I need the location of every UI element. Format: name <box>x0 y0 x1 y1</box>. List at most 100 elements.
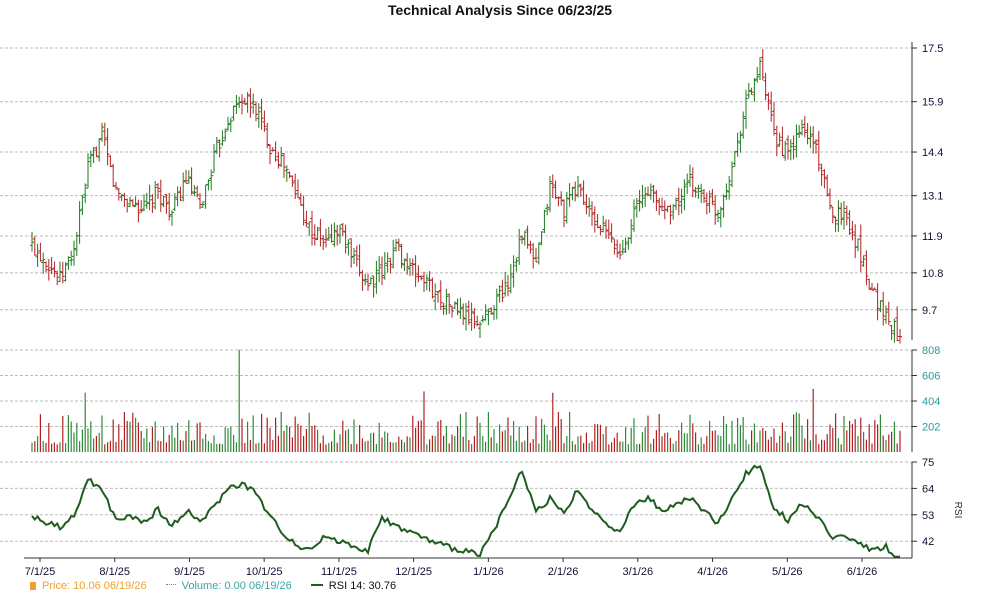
ohlc-bar <box>604 219 608 239</box>
ohlc-bar <box>581 180 586 205</box>
ohlc-bar <box>814 139 818 154</box>
ohlc-bar <box>265 122 270 149</box>
ohlc-bar <box>777 132 782 147</box>
ohlc-bar <box>279 146 284 167</box>
ohlc-bar <box>136 199 141 223</box>
ohlc-bar <box>590 201 594 226</box>
ohlc-bar <box>735 132 740 157</box>
ohlc-bar <box>144 192 149 209</box>
ohlc-bar <box>433 283 438 310</box>
ohlc-bar <box>730 161 734 188</box>
ohlc-bar <box>769 91 774 122</box>
ohlc-bar <box>520 235 524 244</box>
ohlc-bar <box>758 57 762 81</box>
legend-price-text: Price: 10.06 06/19/26 <box>42 580 147 592</box>
ohlc-bar <box>184 169 188 184</box>
ohlc-bar <box>402 258 407 271</box>
legend-rsi-text: RSI 14: 30.76 <box>328 580 397 592</box>
ohlc-bar <box>864 250 869 286</box>
ohlc-bar <box>889 324 894 341</box>
ohlc-bar <box>690 167 695 198</box>
ohlc-bar <box>430 277 435 299</box>
ohlc-bar <box>186 170 191 184</box>
ohlc-bar <box>366 273 370 291</box>
price-swatch-icon <box>30 582 36 590</box>
ohlc-bar <box>382 251 387 280</box>
ohlc-bar <box>276 151 281 169</box>
ohlc-bar <box>713 195 718 225</box>
ohlc-bar <box>410 258 415 276</box>
ohlc-bar <box>405 252 410 275</box>
ohlc-bar <box>564 191 569 224</box>
ohlc-bar <box>97 138 102 162</box>
ohlc-bar <box>492 304 496 320</box>
ohlc-bar <box>752 77 757 102</box>
x-tick-label: 7/1/25 <box>25 566 56 578</box>
ohlc-bar <box>548 175 552 213</box>
ohlc-bar <box>380 256 384 286</box>
ohlc-bar <box>828 188 832 210</box>
rsi-tick-label: 64 <box>922 483 934 495</box>
ohlc-bar <box>41 252 46 274</box>
ohlc-bar <box>612 238 617 255</box>
ohlc-bar <box>349 238 354 268</box>
ohlc-bar <box>783 140 788 161</box>
ohlc-bar <box>310 210 314 246</box>
ohlc-bar <box>679 188 684 214</box>
ohlc-bar <box>651 184 656 203</box>
ohlc-bar <box>629 219 634 244</box>
ohlc-bar <box>584 194 589 215</box>
ohlc-bar <box>58 261 62 282</box>
ohlc-bar <box>86 153 90 189</box>
ohlc-bar <box>662 200 667 220</box>
ohlc-bar <box>60 261 65 284</box>
ohlc-bar <box>55 270 60 286</box>
ohlc-bar <box>312 224 317 246</box>
legend-rsi: RSI 14: 30.76 <box>310 580 397 592</box>
ohlc-bar <box>69 250 74 266</box>
ohlc-bar <box>881 291 886 326</box>
ohlc-bar <box>592 206 597 233</box>
ohlc-bar <box>170 210 174 226</box>
ohlc-bar <box>623 237 628 254</box>
ohlc-bar <box>189 167 194 195</box>
grid-layer <box>0 47 912 542</box>
ohlc-bar <box>273 141 278 162</box>
ohlc-bar <box>539 231 544 246</box>
ohlc-bar <box>452 301 457 309</box>
ohlc-bar <box>133 196 138 207</box>
ohlc-bar <box>514 257 519 272</box>
ohlc-bar <box>710 188 715 206</box>
ohlc-bar <box>139 200 144 213</box>
ohlc-bar <box>760 49 765 81</box>
ohlc-bar <box>550 174 555 198</box>
ohlc-bar <box>329 224 334 243</box>
ohlc-bar <box>609 223 614 243</box>
price-tick-label: 17.5 <box>922 43 943 55</box>
ohlc-bar <box>363 273 368 286</box>
ohlc-bar <box>318 218 323 247</box>
ohlc-bar <box>536 242 541 265</box>
rsi-tick-label: 53 <box>922 510 934 522</box>
ohlc-bar <box>158 179 163 212</box>
ohlc-bar <box>872 287 877 291</box>
ohlc-bar <box>63 262 68 282</box>
volume-tick-label: 606 <box>922 371 940 383</box>
ohlc-bar <box>884 305 888 324</box>
ohlc-bar <box>718 206 723 228</box>
x-tick-label: 6/1/26 <box>847 566 878 578</box>
rsi-line <box>31 464 900 558</box>
ohlc-bar <box>167 192 172 221</box>
ohlc-bar <box>326 226 331 241</box>
volume-swatch-icon <box>165 584 176 586</box>
ohlc-bar <box>119 194 124 202</box>
ohlc-bar <box>436 291 440 303</box>
ohlc-bar <box>419 275 424 281</box>
ohlc-bar <box>287 171 292 179</box>
ohlc-bar <box>668 204 673 225</box>
ohlc-bar <box>94 146 99 157</box>
ohlc-bar <box>301 195 306 226</box>
ohlc-bar <box>562 199 566 228</box>
ohlc-bar <box>830 206 835 224</box>
